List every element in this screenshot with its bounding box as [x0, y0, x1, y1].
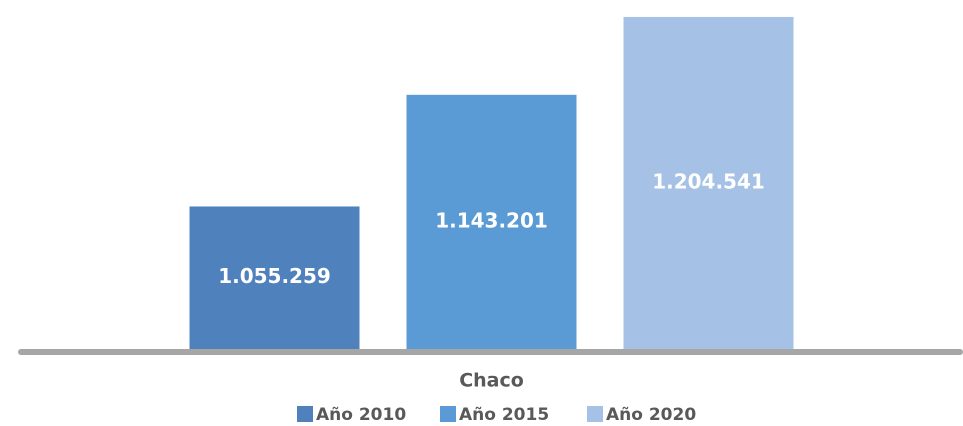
- legend-label: Año 2010: [316, 405, 406, 425]
- legend-label: Año 2015: [459, 405, 549, 425]
- data-label: 1.055.259: [218, 264, 331, 288]
- data-label: 1.143.201: [435, 208, 548, 232]
- legend-swatch: [587, 406, 603, 422]
- legend-label: Año 2020: [606, 405, 696, 425]
- x-tick-label: Chaco: [459, 370, 524, 392]
- bar: [189, 206, 360, 349]
- legend-swatch: [440, 406, 456, 422]
- bar: [623, 16, 794, 349]
- bar: [406, 94, 577, 349]
- legend-swatch: [297, 406, 313, 422]
- data-label: 1.204.541: [652, 169, 765, 193]
